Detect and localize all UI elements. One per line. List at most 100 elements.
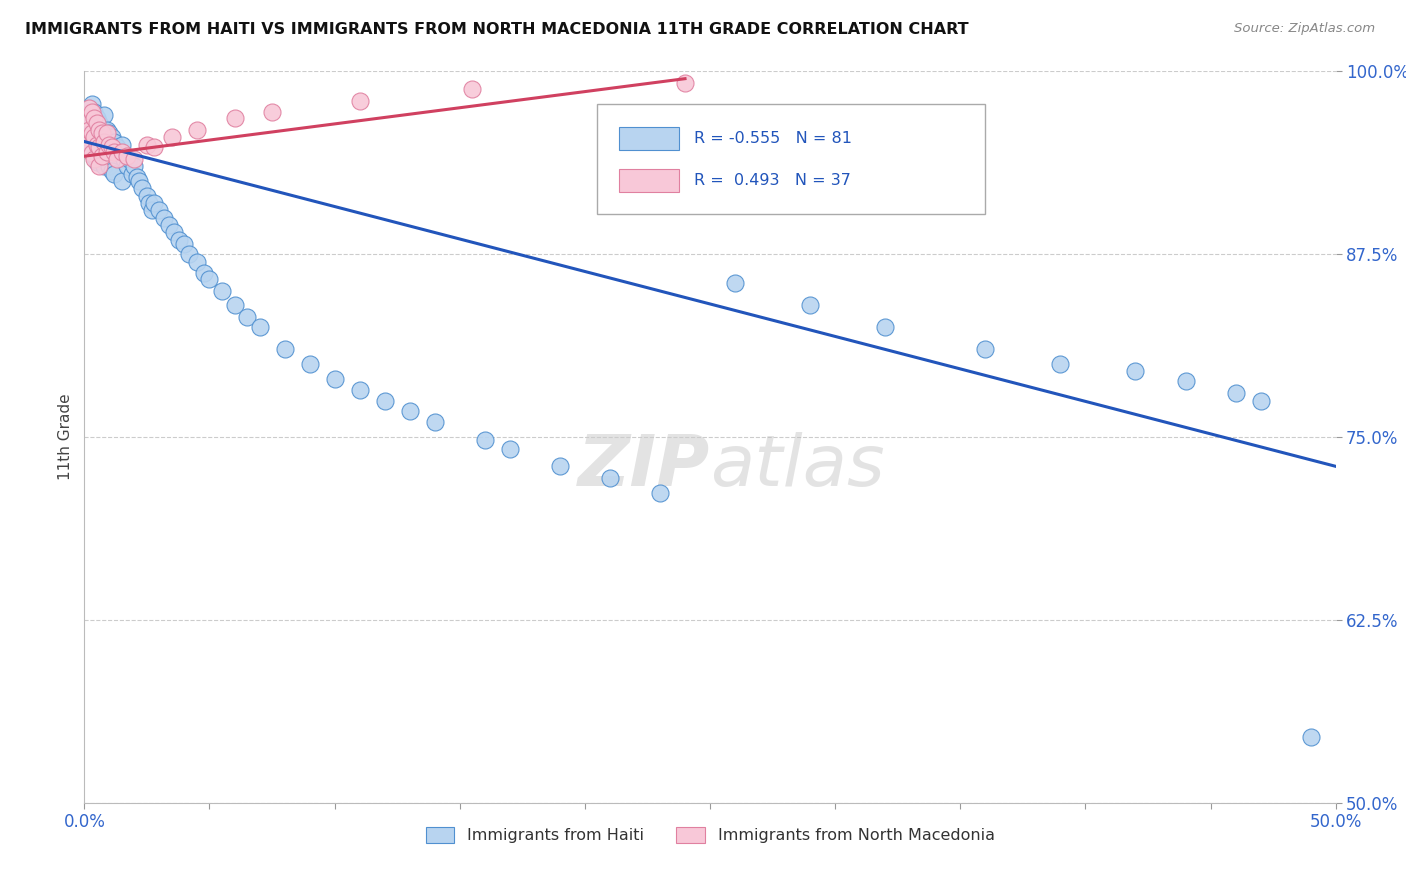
- Point: [98, 126, 121, 140]
- Point: [423, 416, 446, 430]
- Point: [80, 96, 103, 111]
- Point: [1174, 375, 1197, 389]
- Point: [98, 137, 121, 152]
- Point: [79, 115, 101, 129]
- Point: [169, 233, 191, 247]
- Point: [83, 126, 105, 140]
- Point: [80, 145, 103, 159]
- Point: [374, 393, 396, 408]
- Point: [103, 145, 125, 159]
- Point: [141, 203, 163, 218]
- Point: [1225, 386, 1247, 401]
- Point: [148, 203, 170, 218]
- Point: [1250, 393, 1272, 408]
- Point: [115, 149, 138, 163]
- Point: [80, 146, 103, 161]
- Point: [1299, 730, 1322, 744]
- Point: [136, 137, 159, 152]
- Point: [98, 160, 121, 174]
- Point: [121, 167, 143, 181]
- Point: [136, 188, 159, 202]
- Point: [101, 140, 124, 154]
- Point: [138, 196, 160, 211]
- Point: [105, 152, 128, 166]
- Point: [86, 115, 108, 129]
- FancyBboxPatch shape: [619, 169, 679, 192]
- Point: [111, 174, 134, 188]
- Point: [179, 247, 201, 261]
- Point: [79, 140, 101, 154]
- Point: [349, 384, 371, 398]
- Point: [262, 105, 284, 120]
- Point: [90, 149, 112, 163]
- Point: [96, 152, 118, 166]
- Point: [173, 237, 195, 252]
- Point: [76, 130, 98, 145]
- Point: [101, 130, 124, 145]
- Point: [96, 123, 118, 137]
- FancyBboxPatch shape: [598, 104, 986, 214]
- Text: Source: ZipAtlas.com: Source: ZipAtlas.com: [1234, 22, 1375, 36]
- Point: [875, 320, 897, 334]
- Point: [236, 310, 259, 325]
- Point: [974, 343, 997, 357]
- Point: [298, 357, 321, 371]
- Text: atlas: atlas: [710, 432, 884, 500]
- Point: [93, 160, 115, 174]
- Point: [124, 160, 146, 174]
- Point: [89, 123, 111, 137]
- Point: [186, 123, 208, 137]
- Point: [724, 277, 747, 291]
- Point: [111, 145, 134, 159]
- Point: [86, 133, 108, 147]
- Text: ZIP: ZIP: [578, 432, 710, 500]
- Y-axis label: 11th Grade: 11th Grade: [58, 393, 73, 481]
- Point: [198, 272, 221, 286]
- Point: [86, 111, 108, 125]
- Point: [249, 320, 271, 334]
- Point: [96, 126, 118, 140]
- Point: [115, 160, 138, 174]
- Point: [163, 225, 186, 239]
- Point: [83, 152, 105, 166]
- Point: [79, 137, 101, 152]
- Point: [89, 140, 111, 154]
- Point: [1049, 357, 1071, 371]
- Point: [108, 145, 131, 159]
- Point: [349, 94, 371, 108]
- Point: [96, 145, 118, 159]
- Point: [80, 105, 103, 120]
- Point: [125, 169, 148, 184]
- Point: [143, 140, 166, 154]
- Point: [89, 115, 111, 129]
- Text: IMMIGRANTS FROM HAITI VS IMMIGRANTS FROM NORTH MACEDONIA 11TH GRADE CORRELATION : IMMIGRANTS FROM HAITI VS IMMIGRANTS FROM…: [25, 22, 969, 37]
- Point: [76, 130, 98, 145]
- Point: [79, 123, 101, 137]
- Point: [673, 76, 696, 90]
- Point: [128, 174, 150, 188]
- Point: [273, 343, 295, 357]
- Point: [86, 137, 108, 152]
- Point: [103, 135, 125, 149]
- Legend: Immigrants from Haiti, Immigrants from North Macedonia: Immigrants from Haiti, Immigrants from N…: [419, 821, 1001, 850]
- Point: [90, 126, 112, 140]
- Point: [83, 105, 105, 120]
- Point: [548, 459, 571, 474]
- Point: [93, 135, 115, 149]
- Point: [76, 108, 98, 122]
- Point: [79, 101, 101, 115]
- Point: [93, 130, 115, 145]
- Point: [193, 266, 215, 280]
- Point: [599, 471, 621, 485]
- Point: [1125, 364, 1147, 378]
- Point: [111, 137, 134, 152]
- Point: [474, 433, 496, 447]
- Text: R =  0.493   N = 37: R = 0.493 N = 37: [693, 173, 851, 188]
- Point: [83, 149, 105, 163]
- Point: [323, 371, 346, 385]
- Point: [224, 111, 246, 125]
- Point: [143, 196, 166, 211]
- Point: [398, 403, 420, 417]
- Point: [93, 108, 115, 122]
- Point: [160, 130, 183, 145]
